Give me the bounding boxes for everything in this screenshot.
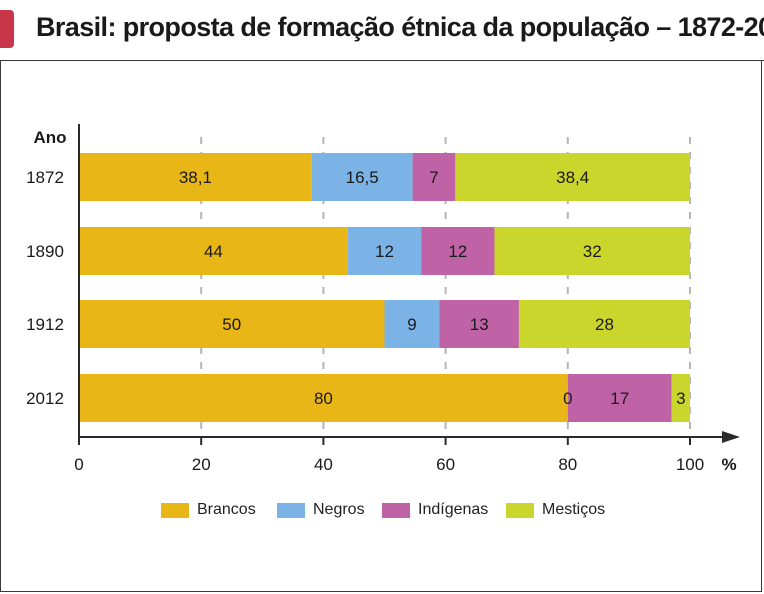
x-tick-label: 20 xyxy=(192,455,211,474)
bar-segment xyxy=(671,374,690,422)
legend-label: Mestiços xyxy=(542,501,606,518)
legend-item: Mestiços xyxy=(506,499,605,521)
x-tick-label: 0 xyxy=(74,455,83,474)
data-label: 16,5 xyxy=(346,168,379,187)
bar-segment xyxy=(311,153,413,201)
bar-segment xyxy=(79,153,312,201)
data-label: 44 xyxy=(204,242,223,261)
legend-label: Indígenas xyxy=(418,501,489,518)
y-axis-title: Ano xyxy=(33,128,66,147)
x-tick-label: 80 xyxy=(558,455,577,474)
bar-segment xyxy=(455,153,690,201)
data-label: 13 xyxy=(470,315,489,334)
bar-segment xyxy=(567,374,672,422)
legend-item: Brancos xyxy=(161,499,256,521)
data-label: 12 xyxy=(448,242,467,261)
data-label: 9 xyxy=(407,315,416,334)
legend: Brancos Negros Indígenas Mestiços xyxy=(0,499,764,521)
bar-segment xyxy=(347,227,422,275)
bar-segment xyxy=(79,227,348,275)
bar-segment xyxy=(518,300,690,348)
x-axis-arrow xyxy=(722,431,740,443)
x-axis-unit: % xyxy=(721,455,736,474)
legend-item: Indígenas xyxy=(382,499,488,521)
category-label: 1912 xyxy=(26,315,64,334)
legend-swatch xyxy=(382,502,410,518)
data-label: 32 xyxy=(583,242,602,261)
legend-label: Brancos xyxy=(197,501,256,518)
data-label: 3 xyxy=(676,389,685,408)
data-label: 17 xyxy=(610,389,629,408)
legend-label: Negros xyxy=(313,501,365,518)
header-accent-tab xyxy=(0,10,14,48)
data-label: 12 xyxy=(375,242,394,261)
bar-segment xyxy=(412,153,456,201)
chart-title: Brasil: proposta de formação étnica da p… xyxy=(36,12,764,42)
legend-swatch xyxy=(277,502,305,518)
bar-segment xyxy=(494,227,690,275)
bar-segment xyxy=(421,227,495,275)
category-label: 2012 xyxy=(26,389,64,408)
category-label: 1872 xyxy=(26,168,64,187)
data-label: 7 xyxy=(429,168,438,187)
legend-item: Negros xyxy=(277,499,365,521)
data-label: 38,4 xyxy=(556,168,589,187)
header: Brasil: proposta de formação étnica da p… xyxy=(0,0,764,61)
data-label: 80 xyxy=(314,389,333,408)
x-tick-label: 100 xyxy=(676,455,704,474)
x-tick-label: 40 xyxy=(314,455,333,474)
data-label: 0 xyxy=(563,389,572,408)
bar-segment xyxy=(384,300,440,348)
legend-swatch xyxy=(161,502,189,518)
bar-segment xyxy=(79,374,568,422)
data-label: 50 xyxy=(222,315,241,334)
data-label: 28 xyxy=(595,315,614,334)
category-label: 1890 xyxy=(26,242,64,261)
data-label: 38,1 xyxy=(179,168,212,187)
bar-segment xyxy=(439,300,519,348)
x-tick-label: 60 xyxy=(436,455,455,474)
bar-segment xyxy=(79,300,385,348)
legend-swatch xyxy=(506,502,534,518)
